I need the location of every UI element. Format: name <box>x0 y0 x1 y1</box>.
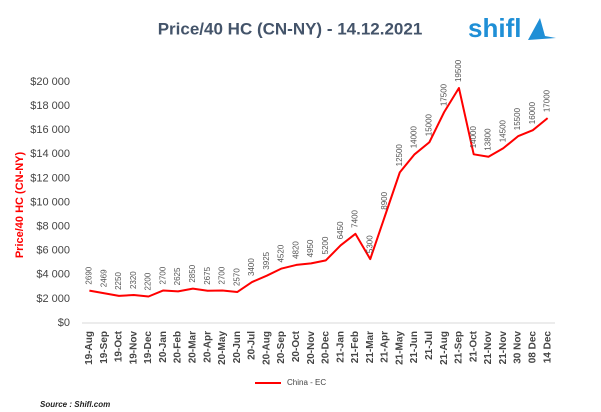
y-tick-label: $14 000 <box>30 148 70 160</box>
data-label: 2200 <box>144 272 153 290</box>
x-tick-label: 20-Mar <box>188 331 199 363</box>
data-label: 2320 <box>129 271 138 289</box>
legend-label: China - EC <box>287 378 326 387</box>
data-label: 15500 <box>513 107 522 130</box>
data-label: 2690 <box>85 266 94 284</box>
x-tick-label: 20-Jun <box>232 331 243 363</box>
x-tick-label: 21-Jan <box>335 331 346 363</box>
series-line <box>89 87 549 298</box>
data-label: 2625 <box>173 267 182 285</box>
x-tick-label: 14 Dec <box>542 331 553 364</box>
data-label: 19500 <box>454 59 463 82</box>
x-tick-label: 20-May <box>217 331 228 365</box>
data-label: 4520 <box>277 244 286 262</box>
data-label: 2700 <box>218 266 227 284</box>
x-tick-label: 20-Dec <box>321 331 332 364</box>
data-label: 6450 <box>336 221 345 239</box>
data-label: 3925 <box>262 251 271 269</box>
data-label: 14000 <box>469 126 478 149</box>
x-tick-label: 19-Dec <box>143 331 154 364</box>
y-tick-label: $12 000 <box>30 172 70 184</box>
x-tick-label: 21-Nov <box>498 331 509 365</box>
data-label: 14500 <box>498 119 507 142</box>
data-label: 12500 <box>395 144 404 167</box>
y-tick-label: $18 000 <box>30 100 70 112</box>
data-label: 4950 <box>306 239 315 257</box>
x-tick-label: 30 Nov <box>513 331 524 364</box>
x-tick-label: 20-Aug <box>261 331 272 365</box>
data-label: 15000 <box>424 113 433 136</box>
y-tick-label: $20 000 <box>30 76 70 88</box>
x-tick-label: 21-Oct <box>468 330 479 362</box>
x-tick-label: 21-Nov <box>483 331 494 365</box>
x-tick-label: 20-Nov <box>306 331 317 365</box>
x-tick-label: 20-Apr <box>202 331 213 363</box>
y-tick-label: $4 000 <box>36 269 70 281</box>
x-tick-label: 19-Oct <box>114 330 125 362</box>
y-tick-label: $6 000 <box>36 245 70 257</box>
y-tick-label: $8 000 <box>36 221 70 233</box>
data-label: 3400 <box>247 258 256 276</box>
y-tick-label: $2 000 <box>36 293 70 305</box>
data-label: 2700 <box>158 266 167 284</box>
x-tick-label: 21-Feb <box>350 331 361 363</box>
data-label: 2469 <box>99 269 108 287</box>
x-tick-label: 20-Sep <box>276 331 287 364</box>
source: Source : Shifl.com <box>40 400 110 409</box>
x-tick-label: 19-Sep <box>99 331 110 364</box>
chart-title: Price/40 HC (CN-NY) - 14.12.2021 <box>158 19 423 38</box>
logo-icon <box>528 18 556 40</box>
x-tick-label: 19-Aug <box>84 331 95 365</box>
data-label: 2250 <box>114 272 123 290</box>
y-tick-label: $10 000 <box>30 196 70 208</box>
x-tick-label: 20-Feb <box>173 331 184 363</box>
x-tick-label: 21-Mar <box>365 331 376 363</box>
x-tick-label: 21-Apr <box>380 331 391 363</box>
data-label: 5300 <box>365 235 374 253</box>
x-tick-label: 20-Oct <box>291 330 302 362</box>
x-tick-label: 21-Jun <box>409 331 420 363</box>
x-tick-label: 20-Jan <box>158 331 169 363</box>
data-label: 14000 <box>410 126 419 149</box>
data-label: 13800 <box>484 128 493 151</box>
x-tick-label: 21-Aug <box>439 331 450 365</box>
data-label: 17500 <box>439 83 448 106</box>
data-label: 16000 <box>528 101 537 124</box>
data-label: 4820 <box>291 241 300 259</box>
x-tick-label: 21-Sep <box>454 331 465 364</box>
data-label: 7400 <box>351 209 360 227</box>
y-axis-label: Price/40 HC (CN-NY) <box>14 151 26 258</box>
x-tick-label: 08 Dec <box>527 331 538 364</box>
y-tick-label: $0 <box>58 317 70 329</box>
y-tick-label: $16 000 <box>30 124 70 136</box>
x-tick-label: 20-Jul <box>247 331 258 360</box>
data-label: 2570 <box>232 268 241 286</box>
data-label: 2675 <box>203 266 212 284</box>
x-tick-label: 21-Jul <box>424 331 435 360</box>
x-tick-label: 21-May <box>394 331 405 365</box>
data-label: 2850 <box>188 264 197 282</box>
logo: shifl <box>468 13 521 43</box>
data-label: 17000 <box>543 89 552 112</box>
x-tick-label: 19-Nov <box>128 331 139 365</box>
data-label: 8900 <box>380 191 389 209</box>
data-label: 5200 <box>321 236 330 254</box>
